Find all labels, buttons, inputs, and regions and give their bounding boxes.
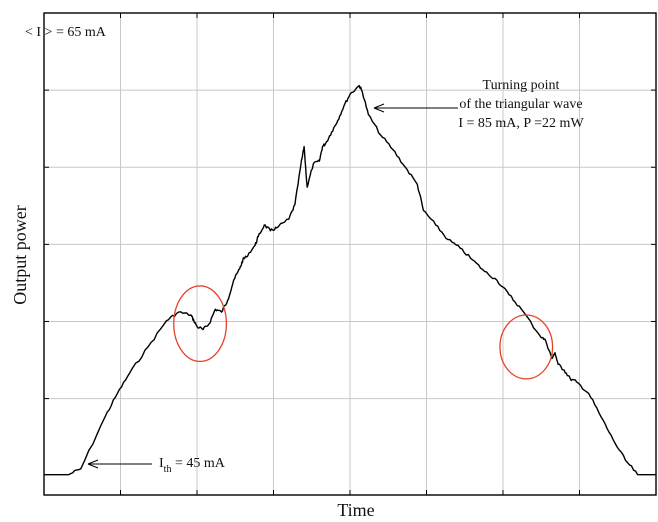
highlight-ellipses (173, 285, 554, 380)
highlight-ellipse (499, 314, 554, 380)
highlight-ellipse (173, 285, 228, 363)
grid (44, 13, 656, 495)
threshold-symbol: I (159, 456, 164, 471)
threshold-arrow (87, 459, 152, 469)
threshold-subscript: th (164, 464, 172, 475)
turning-point-label-3: I = 85 mA, P =22 mW (458, 116, 584, 131)
threshold-value: = 45 mA (171, 456, 225, 471)
threshold-current-label: Ith = 45 mA (159, 456, 226, 475)
turning-point-label-1: Turning point (483, 78, 560, 93)
turning-point-arrow (373, 103, 458, 113)
axis-ticks (44, 13, 656, 495)
turning-point-label-2: of the triangular wave (459, 97, 582, 112)
y-axis-label: Output power (10, 205, 30, 304)
series-line (44, 84, 656, 476)
x-axis-label: Time (337, 500, 374, 520)
mean-current-label: < I > = 65 mA (25, 25, 107, 40)
